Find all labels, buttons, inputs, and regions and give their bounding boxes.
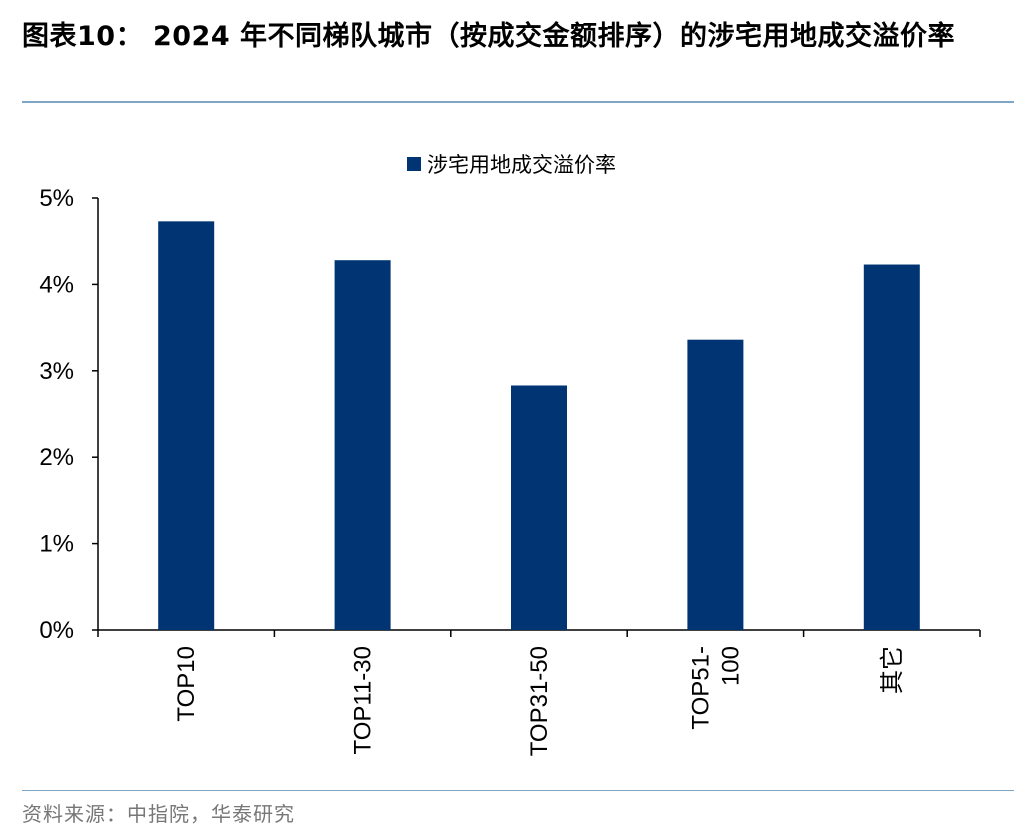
- category-label: TOP51-: [687, 646, 714, 730]
- legend: 涉宅用地成交溢价率: [407, 153, 616, 177]
- bar-TOP51-100: [687, 339, 744, 630]
- source-note: 资料来源：中指院，华泰研究: [22, 802, 295, 826]
- y-tick-label: 0%: [39, 617, 74, 644]
- y-tick-label: 3%: [39, 358, 74, 385]
- bar-TOP10: [158, 221, 215, 630]
- category-labels: TOP10 TOP11-30 TOP31-50 TOP51- 100 其它: [173, 646, 906, 756]
- bar-chart: 涉宅用地成交溢价率 0% 1% 2% 3% 4% 5% TOP10 TOP11-30 TOP3…: [39, 153, 981, 756]
- category-label: TOP31-50: [526, 646, 553, 756]
- y-tick-label: 5%: [39, 185, 74, 212]
- x-axis: [97, 629, 981, 637]
- footer-divider: [22, 790, 1014, 791]
- category-label: 100: [717, 646, 744, 686]
- y-tick-label: 1%: [39, 531, 74, 558]
- category-label: TOP10: [173, 646, 200, 722]
- bars: [158, 221, 920, 630]
- y-axis: 0% 1% 2% 3% 4% 5%: [39, 185, 99, 644]
- legend-label: 涉宅用地成交溢价率: [427, 153, 616, 177]
- y-tick-label: 4%: [39, 271, 74, 298]
- chart-title: 图表10： 2024 年不同梯队城市（按成交金额排序）的涉宅用地成交溢价率: [22, 21, 956, 52]
- y-tick-label: 2%: [39, 444, 74, 471]
- title-divider: [22, 101, 1014, 103]
- category-label: TOP11-30: [350, 646, 377, 755]
- bar-其它: [863, 264, 920, 630]
- bar-TOP11-30: [334, 260, 391, 630]
- category-label: 其它: [879, 646, 906, 694]
- bar-TOP31-50: [511, 385, 567, 630]
- legend-swatch: [407, 157, 421, 171]
